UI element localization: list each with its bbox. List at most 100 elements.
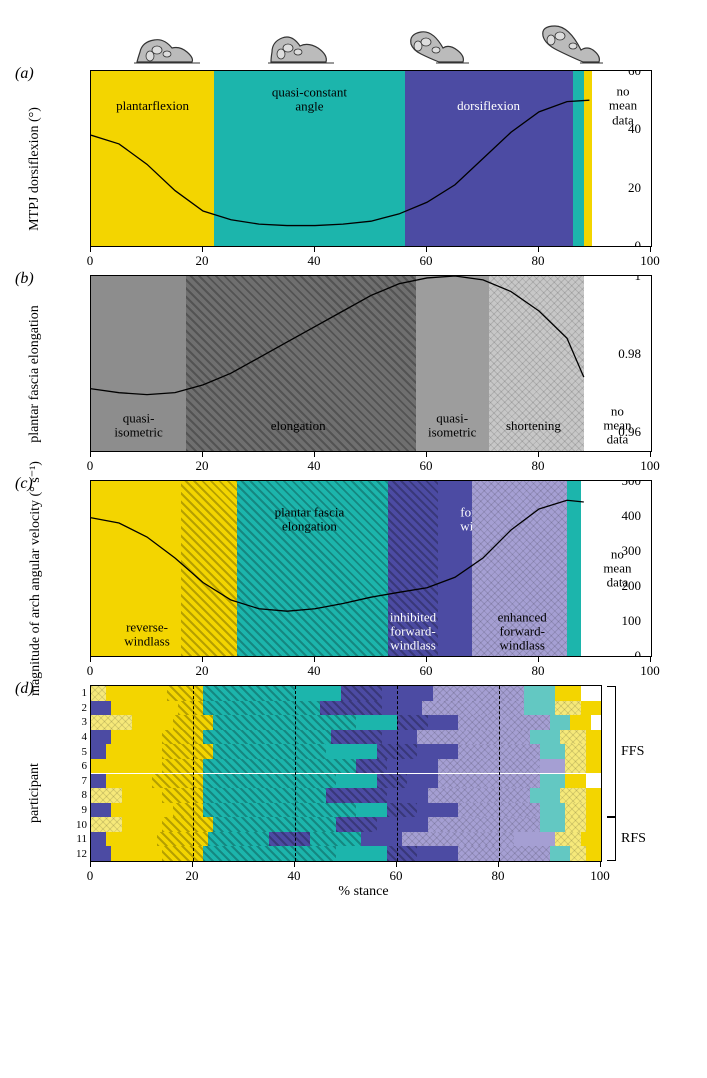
participant-segment [586,846,601,861]
x-tick-label: 60 [420,253,433,269]
participant-segment [91,686,106,701]
participant-segment [106,686,167,701]
y-tick-label: 0.98 [618,346,641,362]
participant-segment [157,832,208,847]
y-tick-label: 40 [628,121,641,137]
participant-number: 7 [82,775,92,787]
guide-line [295,686,296,861]
participant-segment [167,686,203,701]
participant-segment [203,701,320,716]
x-tick-label: 40 [308,663,321,679]
participant-segment [341,686,382,701]
participant-segment [586,774,601,789]
participant-segment [203,759,356,774]
participant-segment [560,788,586,803]
participant-segment [387,846,418,861]
panel-b: (b) plantar fascia elongation quasi- iso… [20,275,687,472]
participant-segment [208,832,269,847]
participant-segment [433,686,525,701]
y-tick-label: 20 [628,180,641,196]
participant-segment [565,759,585,774]
participant-segment [438,759,540,774]
participant-segment [91,774,106,789]
participant-segment [570,846,585,861]
participant-number: 3 [82,716,92,728]
participant-segment [530,788,561,803]
participant-segment [565,817,585,832]
panel-d-label: (d) [15,680,34,698]
participant-segment [111,730,162,745]
x-tick-label: 80 [532,663,545,679]
panel-b-xticks: 020406080100 [90,452,650,472]
panel-c: (c) magnitude of arch angular velocity (… [20,480,687,677]
y-tick-label: 0 [635,238,642,247]
guide-line [397,686,398,861]
participant-segment [387,803,418,818]
panel-d: (d) participant 123456789101112FFSRFS 02… [20,685,687,900]
participant-row [91,744,601,759]
participant-segment [586,730,601,745]
participant-segment [203,686,295,701]
participant-segment [565,744,585,759]
zone-label: reverse- windlass [124,621,170,650]
participant-segment [111,846,162,861]
panel-d-ylabel: participant [20,685,50,900]
participant-number: 1 [82,687,92,699]
participant-row [91,817,601,832]
participant-segment [458,715,550,730]
foot-icon-flat [132,20,202,68]
participant-segment [106,832,157,847]
participant-number: 9 [82,804,92,816]
participant-segment [402,832,514,847]
foot-icons-row [20,20,687,70]
participant-segment [417,846,458,861]
participant-segment [458,846,550,861]
panel-a-plot: plantarflexion quasi-constant angle dorsif… [90,70,652,247]
participant-segment [550,846,570,861]
zone-label: inhibited forward- windlass [390,610,436,653]
participant-segment [387,759,438,774]
participant-segment [555,701,581,716]
participant-segment [162,846,203,861]
zone-label: dorsiflexion [457,99,520,113]
participant-segment [326,744,377,759]
participant-number: 11 [76,833,91,845]
participant-row [91,774,601,789]
panel-b-plot: quasi- isometricelongationquasi- isometr… [90,275,652,452]
participant-segment [122,788,163,803]
participant-segment [586,744,601,759]
panel-c-plot: reverse- windlassplantar fascia elongati… [90,480,652,657]
participant-number: 2 [82,702,92,714]
participant-segment [331,730,382,745]
participant-number: 12 [76,848,91,860]
participant-row [91,832,601,847]
x-tick-label: 0 [87,663,94,679]
participant-segment [178,701,204,716]
y-tick-label: 500 [622,480,642,489]
participant-row [91,803,601,818]
participant-segment [407,774,438,789]
participant-segment [203,730,331,745]
participant-segment [91,701,111,716]
x-tick-label: 100 [590,868,610,884]
participant-segment [269,832,310,847]
zone-label: quasi-constant angle [272,86,347,115]
group-label: RFS [621,831,646,847]
participant-segment [428,817,540,832]
foot-icon-toeoff [535,20,605,68]
participant-segment [560,730,586,745]
participant-segment [581,701,601,716]
participant-row [91,715,601,730]
zone-label: plantarflexion [116,99,189,113]
participant-segment [581,686,601,701]
x-tick-label: 20 [186,868,199,884]
participant-segment [295,686,341,701]
x-tick-label: 40 [288,868,301,884]
participant-number: 8 [82,789,92,801]
x-tick-label: 80 [532,253,545,269]
y-tick-label: 0 [635,648,642,657]
guide-line [499,686,500,861]
participant-segment [91,846,111,861]
participant-number: 6 [82,760,92,772]
participant-segment [326,788,387,803]
